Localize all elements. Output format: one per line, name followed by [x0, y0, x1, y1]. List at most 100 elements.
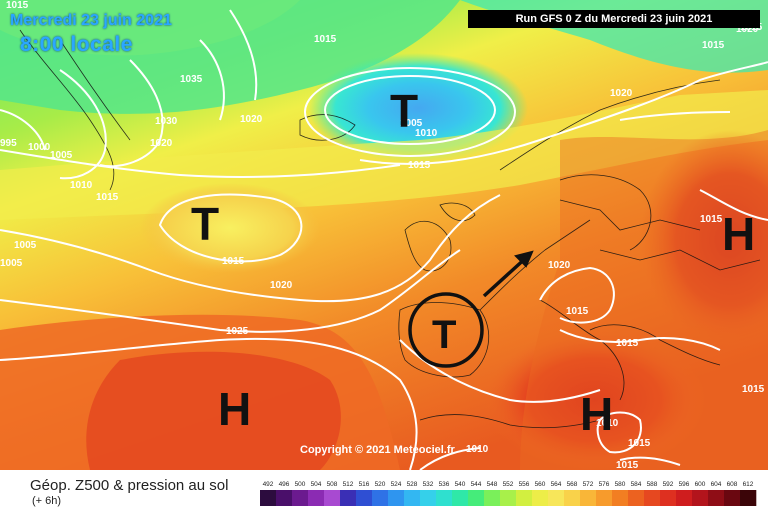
legend-color-swatch	[724, 490, 741, 506]
legend-tick-label: 520	[375, 481, 386, 488]
legend-tick-label: 552	[503, 481, 514, 488]
isobar-label: 1020	[610, 88, 633, 99]
legend-color-swatch	[596, 490, 613, 506]
legend-tick-label: 492	[263, 481, 274, 488]
legend-color-swatch	[660, 490, 677, 506]
isobar-label: 1010	[415, 128, 438, 139]
legend-color-swatch	[436, 490, 453, 506]
isobar-label: 1015	[616, 338, 639, 349]
low-pressure-symbol-atlantic: T	[191, 198, 219, 250]
isobar-label: 1035	[180, 74, 203, 85]
isobar-label: 995	[0, 138, 17, 149]
legend-tick-label: 564	[551, 481, 562, 488]
isobar-label: 1015	[616, 460, 639, 470]
isobar-label: 1020	[548, 260, 571, 271]
legend-color-swatch	[708, 490, 725, 506]
legend-color-swatch	[340, 490, 357, 506]
isobar-label: 1015	[408, 160, 431, 171]
legend-tick-label: 592	[663, 481, 674, 488]
legend-color-swatch	[468, 490, 485, 506]
isobar-label: 1025	[226, 326, 249, 337]
legend-tick-label: 548	[487, 481, 498, 488]
legend-color-swatch	[404, 490, 421, 506]
legend-tick-label: 596	[679, 481, 690, 488]
low-pressure-symbol-iceland: T	[390, 85, 418, 137]
legend-color-swatch	[532, 490, 549, 506]
isobar-label: 1010	[596, 418, 619, 429]
legend-color-swatch	[372, 490, 389, 506]
high-pressure-symbol-atlantic: H	[218, 383, 251, 435]
legend-tick-label: 588	[647, 481, 658, 488]
legend-color-swatch	[500, 490, 517, 506]
legend-tick-label: 532	[423, 481, 434, 488]
legend-color-swatch	[740, 490, 757, 506]
forecast-step: (+ 6h)	[32, 495, 62, 507]
legend-tick-label: 604	[711, 481, 722, 488]
legend-tick-label: 508	[327, 481, 338, 488]
legend-color-swatch	[484, 490, 501, 506]
isobar-label: 1015	[96, 192, 119, 203]
legend-tick-label: 504	[311, 481, 322, 488]
legend-color-swatch	[356, 490, 373, 506]
legend-tick-label: 600	[695, 481, 706, 488]
legend-tick-label: 572	[583, 481, 594, 488]
legend-tick-label: 584	[631, 481, 642, 488]
model-run-banner: Run GFS 0 Z du Mercredi 23 juin 2021	[468, 10, 760, 28]
isobar-label: 1005	[0, 258, 23, 269]
color-scale-legend: 492 496 500 504 508 512 516 520 524 528 532 536 540 5…	[260, 481, 757, 506]
legend-tick-label: 540	[455, 481, 466, 488]
isobar-label: 1015	[700, 214, 723, 225]
isobar-label: 1020	[240, 114, 263, 125]
isobar-label: 1000	[28, 142, 51, 153]
legend-tick-label: 516	[359, 481, 370, 488]
high-pressure-symbol-mediterranean: H	[580, 388, 613, 440]
legend-tick-label: 560	[535, 481, 546, 488]
isobar-label: 1010	[70, 180, 93, 191]
legend-tick-label: 496	[279, 481, 290, 488]
forecast-time: 8:00 locale	[20, 33, 133, 56]
legend-tick-label: 524	[391, 481, 402, 488]
legend-color-swatch	[548, 490, 565, 506]
geopotential-map: 1015 1015 1015 1035 1030 1020 1020 995 1…	[0, 0, 768, 470]
legend-color-swatch	[292, 490, 309, 506]
legend-tick-label: 544	[471, 481, 482, 488]
low-pressure-symbol-iberia: T	[432, 313, 456, 357]
legend-color-swatch	[516, 490, 533, 506]
legend-tick-label: 512	[343, 481, 354, 488]
isobar-label: 1015	[314, 34, 337, 45]
coastlines	[19, 29, 761, 429]
isobar-label: 1020	[270, 280, 293, 291]
isobar-label: 1015	[566, 306, 589, 317]
legend-color-swatch	[420, 490, 437, 506]
isobar-labels: 1015 1015 1015 1035 1030 1020 1020 995 1…	[0, 0, 765, 470]
legend-color-swatch	[692, 490, 709, 506]
legend-tick-label: 580	[615, 481, 626, 488]
legend-color-swatch	[564, 490, 581, 506]
legend-color-swatch	[628, 490, 645, 506]
isobar-label: 1015	[628, 438, 651, 449]
circled-low-marker	[408, 292, 484, 368]
isobar-label: 1015	[222, 256, 245, 267]
legend-tick-label: 612	[743, 481, 754, 488]
isobar-label: 1005	[400, 118, 423, 129]
legend-tick-label: 608	[727, 481, 738, 488]
isobar-label: 1015	[6, 0, 29, 11]
legend-color-swatch	[260, 490, 277, 506]
legend-color-swatch	[452, 490, 469, 506]
legend-tick-label: 528	[407, 481, 418, 488]
map-title: Géop. Z500 & pression au sol	[30, 477, 229, 494]
legend-tick-label: 536	[439, 481, 450, 488]
legend-tick-label: 576	[599, 481, 610, 488]
isobar-label: 1020	[736, 24, 759, 35]
legend-tick-label: 500	[295, 481, 306, 488]
legend-color-swatch	[612, 490, 629, 506]
copyright-text: Copyright © 2021 Meteociel.fr	[300, 444, 455, 456]
isobar-label: 1015	[742, 384, 765, 395]
legend-color-swatch	[276, 490, 293, 506]
legend-color-swatch	[388, 490, 405, 506]
isobar-label: 1010	[466, 444, 489, 455]
isobar-label: 1030	[155, 116, 178, 127]
legend-color-swatch	[580, 490, 597, 506]
isobars	[0, 9, 768, 470]
arrow-head-icon	[514, 250, 534, 268]
